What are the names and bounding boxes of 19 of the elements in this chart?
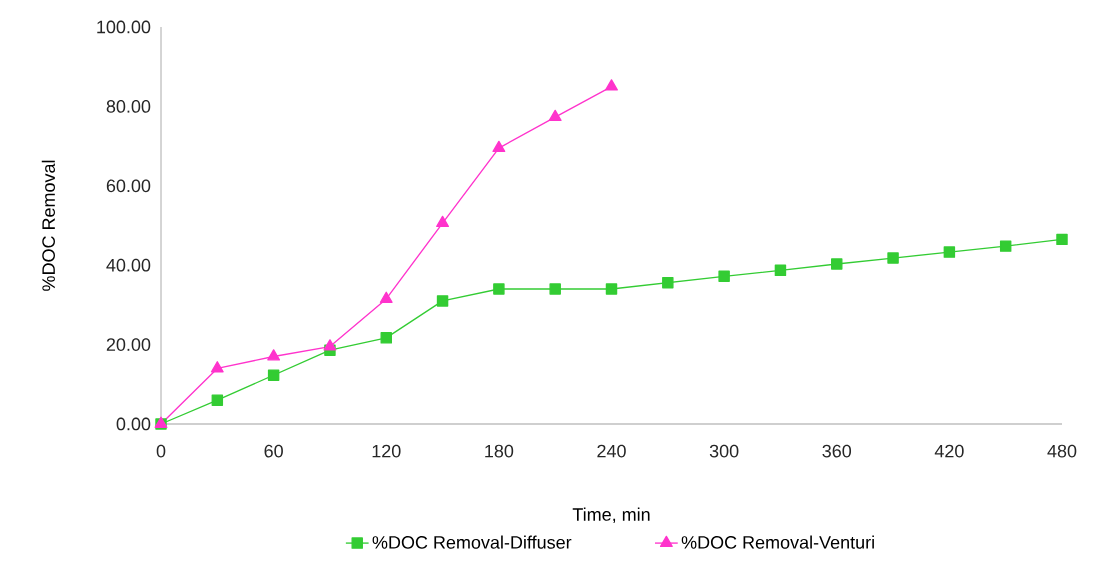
y-tick-label: 40.00 (106, 258, 151, 272)
y-tick-label: 80.00 (106, 100, 151, 113)
x-tick-label: 120 (372, 444, 401, 458)
x-axis-title: Time, min (572, 507, 650, 523)
legend-label: %DOC Removal-Diffuser (372, 535, 572, 549)
y-axis-title: %DOC Removal (41, 160, 55, 291)
x-tick-label: 0 (156, 444, 166, 458)
x-tick-label: 180 (485, 444, 514, 458)
y-tick-label: 20.00 (106, 338, 151, 351)
x-tick-label: 240 (597, 444, 626, 458)
x-tick-label: 300 (709, 444, 739, 458)
y-tick-label: 0.00 (116, 417, 151, 431)
x-tick-label: 360 (822, 444, 852, 458)
x-tick-label: 480 (1047, 444, 1077, 458)
x-tick-label: 420 (934, 444, 964, 458)
x-tick-label: 60 (264, 444, 283, 458)
y-tick-label: 100.00 (97, 20, 151, 34)
legend-label: %DOC Removal-Venturi (681, 535, 874, 549)
y-tick-label: 60.00 (106, 179, 151, 193)
